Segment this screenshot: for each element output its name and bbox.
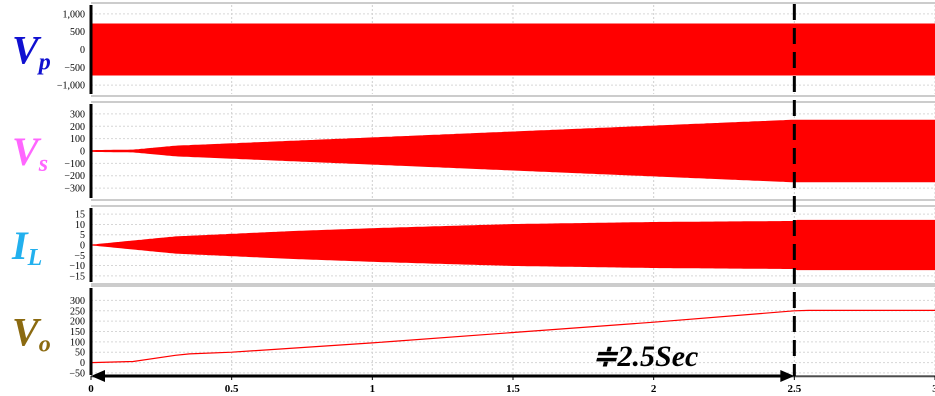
x-tick-label: 1 <box>370 383 376 395</box>
y-tick-label: 5 <box>80 230 85 241</box>
x-tick-label: 0.5 <box>225 383 239 395</box>
y-tick-label: 15 <box>75 210 85 221</box>
panel-label: Vp <box>12 28 51 76</box>
arrow-head-left <box>91 370 105 382</box>
arrow-head-right <box>780 370 795 382</box>
duration-annotation: ≑2.5Sec <box>592 340 698 373</box>
y-tick-label: −15 <box>69 271 85 282</box>
y-tick-label: 250 <box>70 306 85 317</box>
y-tick-label: 100 <box>70 337 85 348</box>
y-tick-label: −200 <box>64 171 85 182</box>
y-tick-label: 100 <box>70 134 85 145</box>
x-tick-label: 3 <box>932 383 935 395</box>
y-tick-label: −5 <box>74 251 85 262</box>
y-tick-label: 0 <box>80 241 85 252</box>
x-tick-label: 2.5 <box>787 383 801 395</box>
y-tick-label: 200 <box>70 317 85 328</box>
signal-envelope <box>90 23 935 76</box>
panel-label: Vs <box>12 129 48 177</box>
y-tick-label: 200 <box>70 122 85 133</box>
panel-label: IL <box>11 223 42 271</box>
y-tick-label: 0 <box>80 45 85 56</box>
annotation-marker: ≑2.5Sec <box>91 4 796 382</box>
signal-envelope <box>90 219 935 271</box>
x-tick-label: 2 <box>651 383 657 395</box>
signal-envelope <box>90 119 935 183</box>
y-tick-label: −50 <box>69 368 85 379</box>
y-tick-label: −100 <box>64 159 85 170</box>
y-tick-label: 150 <box>70 327 85 338</box>
y-tick-label: 0 <box>80 147 85 158</box>
y-tick-label: 300 <box>70 109 85 120</box>
signal-line <box>90 309 935 364</box>
y-tick-label: 500 <box>70 27 85 38</box>
y-tick-label: 300 <box>70 296 85 307</box>
y-tick-label: 10 <box>75 220 85 231</box>
x-tick-label: 0 <box>88 383 94 395</box>
y-tick-label: 0 <box>80 358 85 369</box>
x-tick-label: 1.5 <box>506 383 520 395</box>
y-tick-label: −10 <box>69 261 85 272</box>
panel-label: Vo <box>12 310 51 358</box>
y-tick-label: 1,000 <box>63 9 86 20</box>
y-tick-label: −500 <box>64 63 85 74</box>
y-tick-label: −300 <box>64 184 85 195</box>
labels-layer: Vp Vs IL Vo <box>11 28 51 358</box>
data-layer <box>90 23 935 364</box>
y-tick-label: 50 <box>75 348 85 359</box>
y-tick-label: −1,000 <box>57 81 85 92</box>
